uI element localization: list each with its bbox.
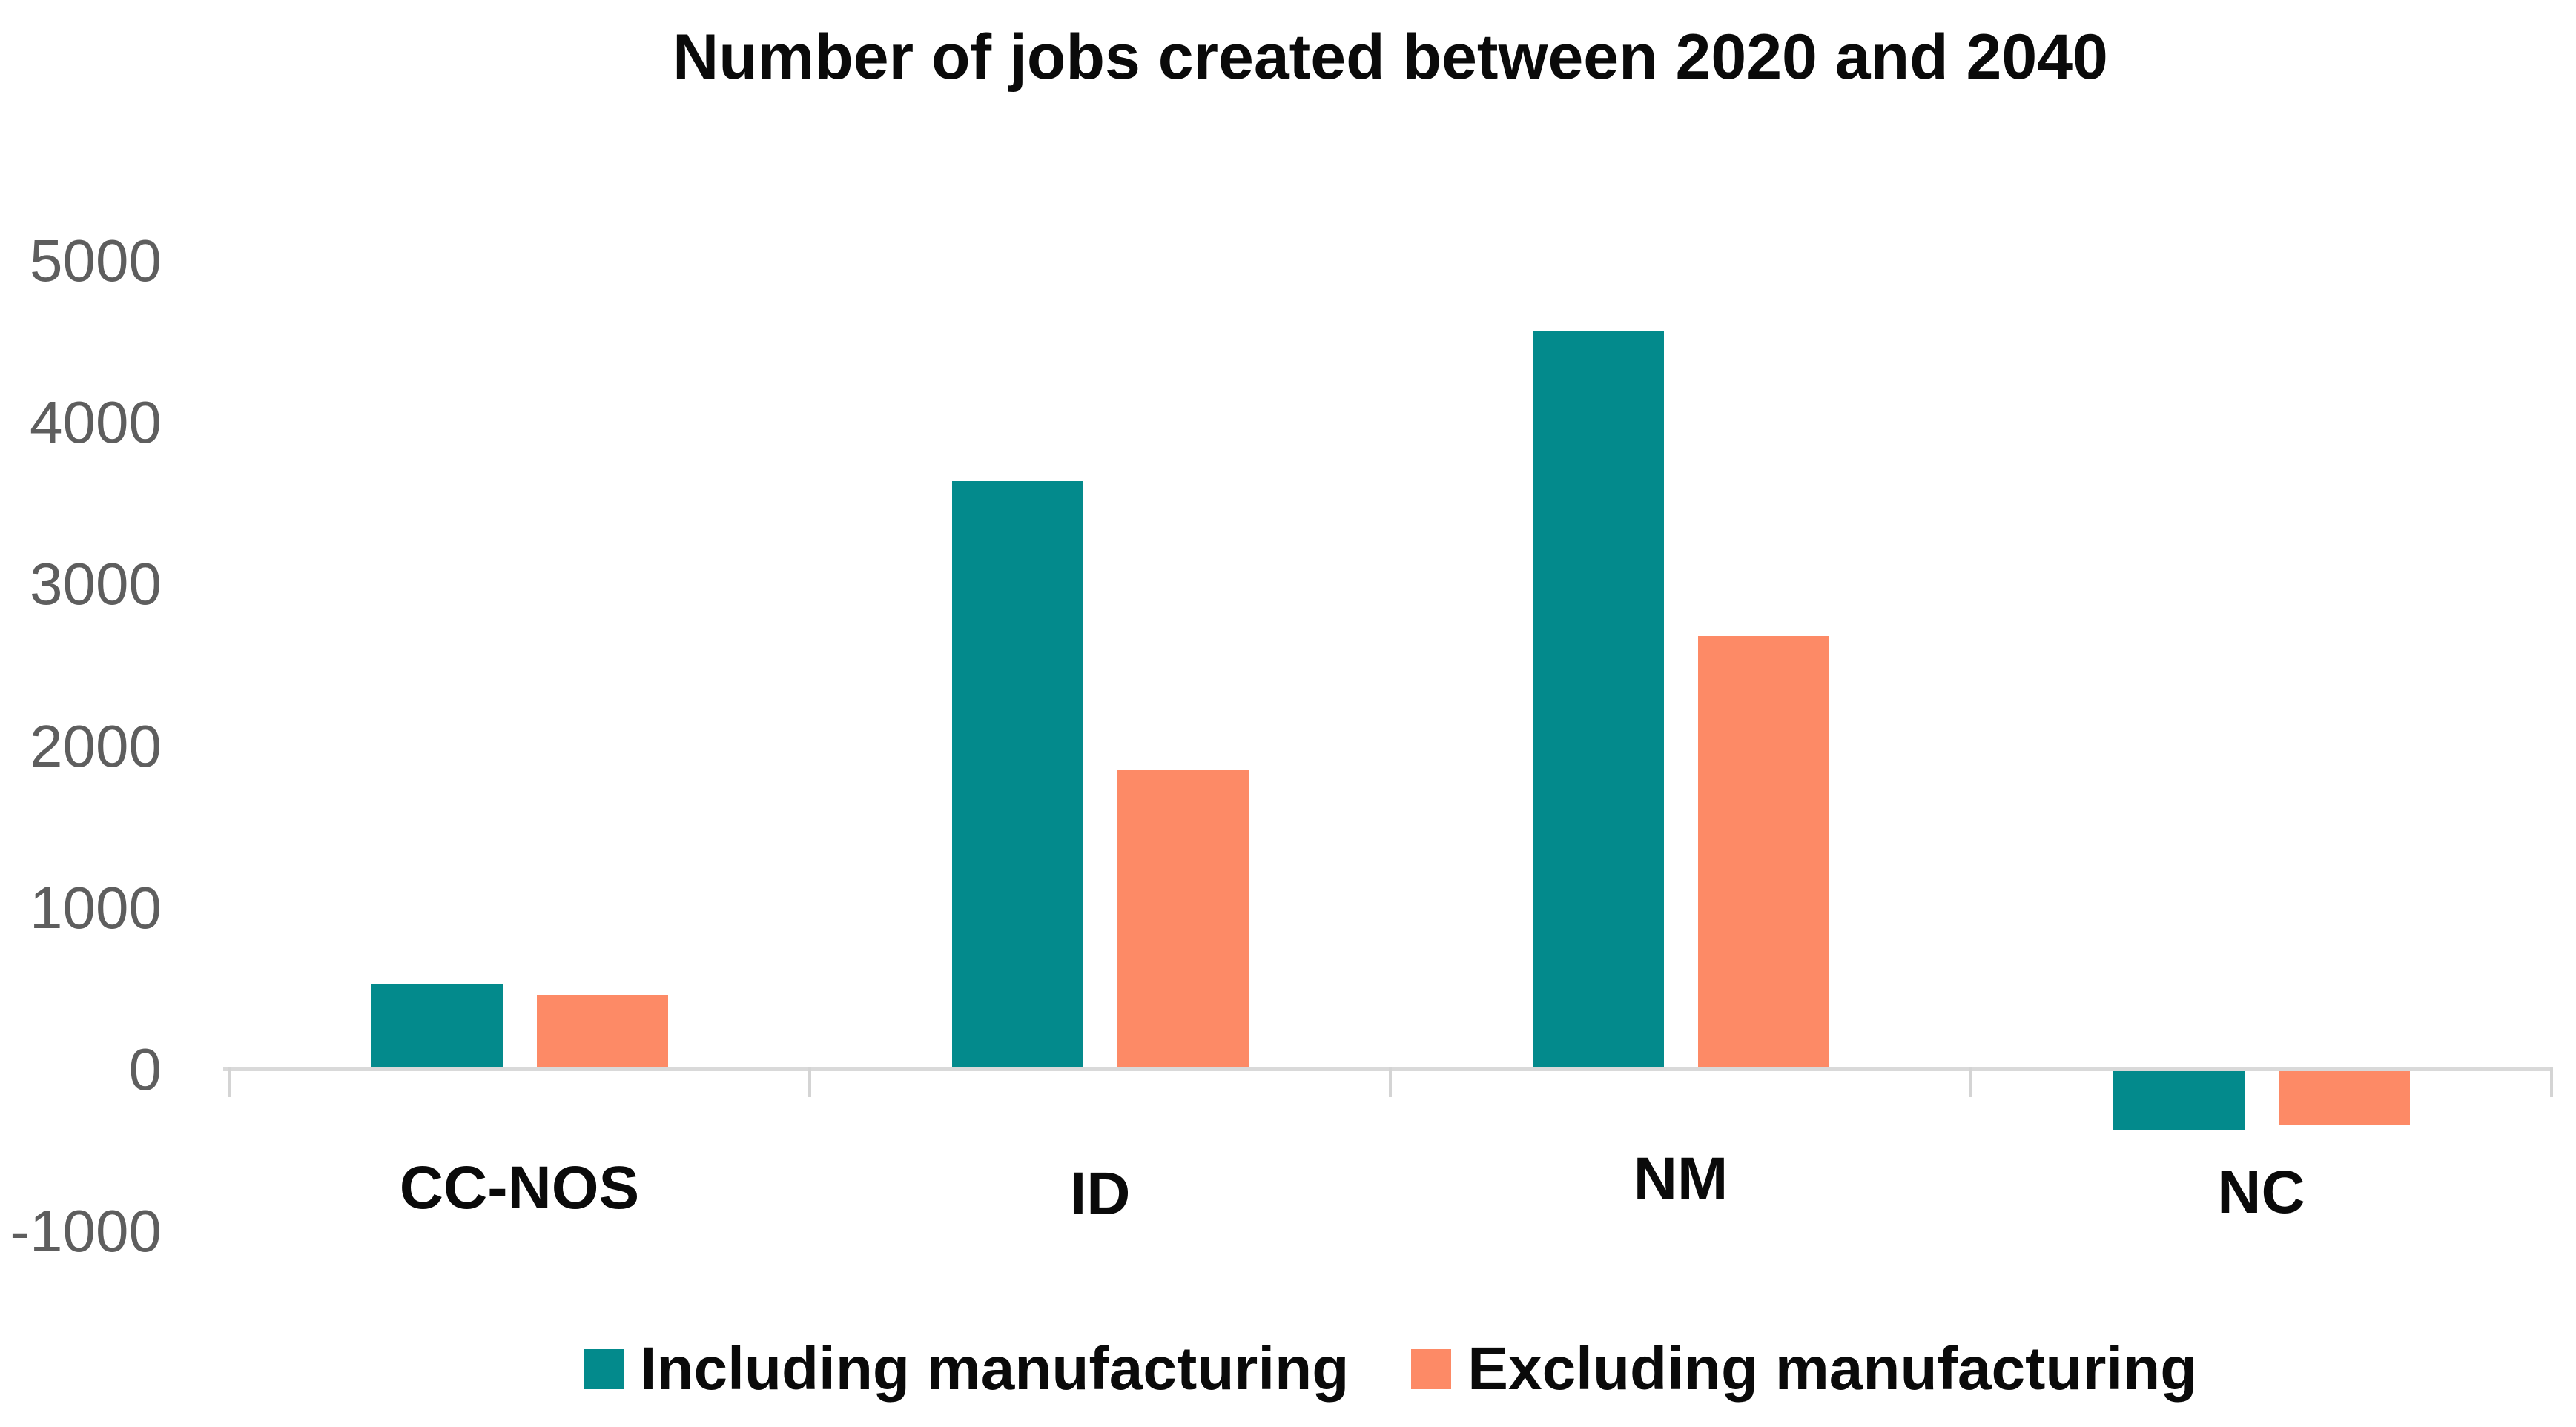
x-axis-tick-mark [1389, 1067, 1392, 1098]
legend-label: Excluding manufacturing [1467, 1335, 2198, 1403]
y-tick-label: -1000 [10, 1198, 162, 1264]
x-axis-category-labels: CC-NOS ID NM NC [229, 1145, 2552, 1236]
x-axis-label-NM: NM [1633, 1145, 1728, 1213]
y-tick-label: 0 [128, 1036, 162, 1102]
legend-label: Including manufacturing [639, 1335, 1350, 1403]
legend: Including manufacturing Excluding manufac… [229, 1321, 2552, 1417]
bar-excluding-CC-NOS [536, 995, 668, 1070]
legend-swatch-icon [583, 1349, 624, 1389]
bar-excluding-NM [1697, 636, 1829, 1070]
y-tick-label: 4000 [30, 389, 162, 456]
bar-excluding-NC [2278, 1069, 2410, 1125]
bar-including-CC-NOS [371, 984, 503, 1070]
x-axis-tick-mark [1969, 1067, 1972, 1098]
y-tick-label: 1000 [30, 874, 162, 941]
legend-swatch-icon [1411, 1349, 1452, 1389]
x-axis-label-ID: ID [1069, 1160, 1131, 1228]
x-axis-tick-mark [2550, 1067, 2553, 1098]
bar-including-ID [951, 480, 1083, 1070]
y-tick-label: 5000 [30, 228, 162, 294]
x-axis-tick-mark [808, 1067, 811, 1098]
y-tick-label: 2000 [30, 712, 162, 779]
plot-area [223, 261, 2553, 1231]
bar-including-NM [1532, 330, 1664, 1070]
legend-item: Excluding manufacturing [1411, 1334, 2197, 1404]
bar-including-NC [2113, 1069, 2245, 1130]
x-axis-line [223, 1067, 2552, 1072]
chart-title: Number of jobs created between 2020 and … [673, 21, 2108, 93]
y-axis-tick-labels: 5000 4000 3000 2000 1000 0 -1000 [0, 0, 162, 1427]
legend-item: Including manufacturing [583, 1334, 1350, 1404]
x-axis-label-NC: NC [2217, 1159, 2305, 1226]
bar-excluding-ID [1117, 770, 1249, 1070]
y-tick-label: 3000 [30, 551, 162, 618]
x-axis-label-CC-NOS: CC-NOS [399, 1154, 640, 1222]
x-axis-tick-mark [228, 1067, 231, 1098]
